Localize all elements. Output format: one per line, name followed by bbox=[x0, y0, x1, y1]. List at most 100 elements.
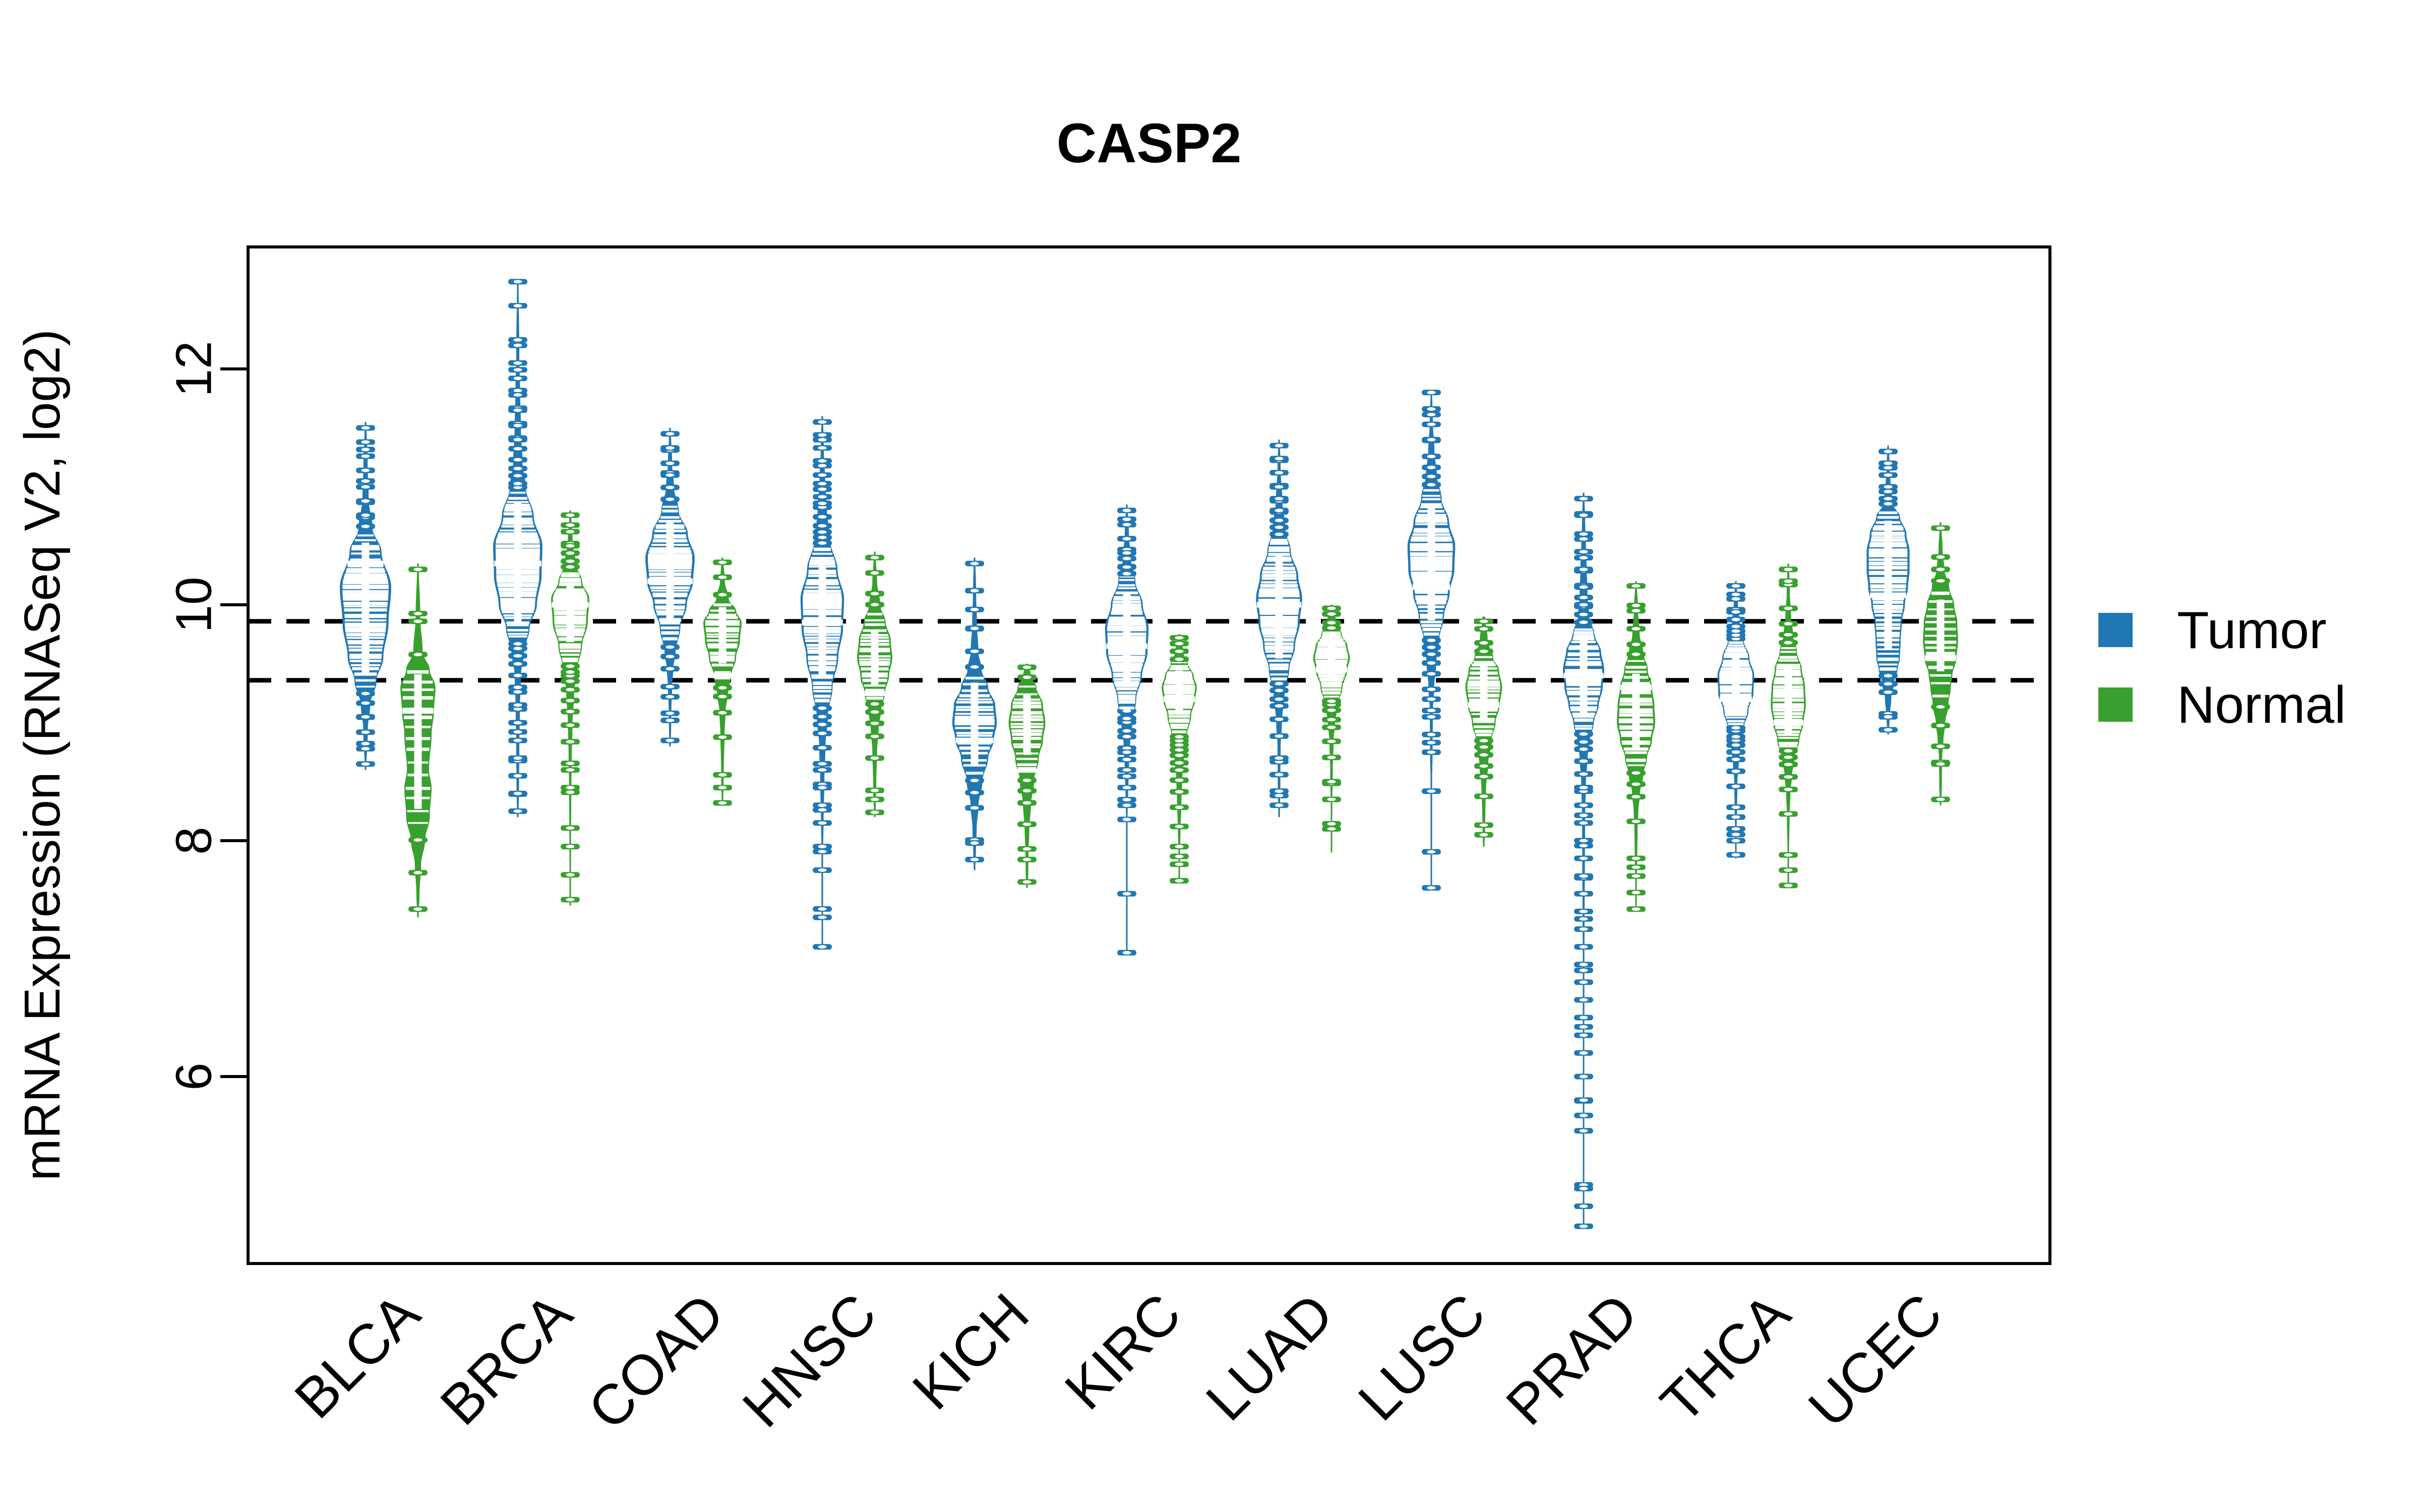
data-point-dash-core bbox=[1731, 633, 1740, 637]
data-point-dash-core bbox=[566, 762, 575, 766]
data-line bbox=[1575, 727, 1592, 730]
data-point-dash-core bbox=[1427, 789, 1436, 793]
data-line bbox=[1422, 494, 1440, 497]
data-line bbox=[1574, 628, 1593, 631]
data-point-dash-core bbox=[1022, 847, 1032, 851]
data-line bbox=[957, 698, 992, 701]
data-point-dash-core bbox=[870, 810, 879, 814]
data-line bbox=[1872, 597, 1904, 601]
data-line bbox=[1773, 694, 1804, 698]
data-line bbox=[554, 611, 587, 614]
data-point-dash-core bbox=[1936, 762, 1945, 766]
data-line bbox=[650, 586, 690, 589]
data-line bbox=[1171, 726, 1188, 729]
data-point-dash-core bbox=[566, 565, 575, 569]
data-point-dash-core bbox=[1631, 603, 1641, 607]
data-line bbox=[1012, 705, 1042, 709]
data-line bbox=[501, 610, 534, 612]
data-line bbox=[650, 547, 690, 549]
data-line bbox=[346, 637, 385, 639]
data-point-dash-core bbox=[1275, 519, 1284, 522]
data-line bbox=[1258, 592, 1300, 596]
data-line bbox=[711, 663, 734, 667]
data-line bbox=[1016, 758, 1038, 760]
data-point-dash-core bbox=[818, 768, 827, 772]
data-point-dash-core bbox=[1479, 775, 1488, 779]
data-line bbox=[706, 636, 739, 638]
data-line bbox=[808, 655, 837, 659]
data-line bbox=[708, 613, 737, 617]
data-point-dash-core bbox=[513, 447, 522, 451]
data-line bbox=[1011, 729, 1043, 732]
violin-mean-line bbox=[1870, 592, 1906, 598]
data-point-dash-core bbox=[666, 738, 675, 742]
data-point-dash-core bbox=[1579, 568, 1588, 572]
data-point-dash-core bbox=[566, 530, 575, 534]
data-line bbox=[1112, 600, 1141, 603]
violin-mean-line bbox=[1468, 702, 1500, 708]
data-point-dash-core bbox=[818, 482, 827, 486]
data-point-dash-core bbox=[666, 446, 675, 450]
data-line bbox=[1322, 691, 1341, 695]
data-line bbox=[1410, 552, 1453, 555]
data-point-dash-core bbox=[1884, 502, 1893, 506]
data-point-dash-core bbox=[1327, 612, 1336, 616]
data-point-dash-core bbox=[1327, 708, 1336, 712]
data-line bbox=[1317, 671, 1346, 675]
data-line bbox=[350, 664, 381, 666]
data-line bbox=[498, 589, 537, 592]
data-line bbox=[496, 577, 539, 581]
data-line bbox=[1167, 671, 1192, 674]
x-axis-label-prad: PRAD bbox=[1494, 1282, 1650, 1437]
data-point-dash-core bbox=[1122, 556, 1131, 560]
data-line bbox=[1164, 695, 1194, 698]
data-line bbox=[1570, 708, 1597, 712]
data-line bbox=[1773, 688, 1803, 690]
data-point-dash-core bbox=[513, 654, 522, 658]
data-point-dash-core bbox=[413, 568, 422, 572]
data-line bbox=[1870, 584, 1906, 588]
data-line bbox=[500, 602, 535, 605]
data-line bbox=[809, 666, 835, 670]
x-axis-label-blca: BLCA bbox=[283, 1281, 432, 1430]
data-line bbox=[1774, 715, 1803, 718]
data-point-dash-core bbox=[566, 723, 575, 727]
data-point-dash-core bbox=[1884, 674, 1893, 678]
data-line bbox=[1868, 568, 1908, 570]
data-line bbox=[654, 601, 686, 604]
data-line bbox=[1423, 633, 1439, 636]
violin-body bbox=[703, 557, 742, 805]
data-point-dash-core bbox=[1327, 827, 1336, 831]
data-point-dash-core bbox=[566, 786, 575, 790]
data-point-dash-core bbox=[1884, 682, 1893, 686]
data-line bbox=[804, 586, 840, 589]
data-line bbox=[1163, 684, 1195, 687]
data-line bbox=[1868, 572, 1908, 575]
data-point-dash-core bbox=[513, 438, 522, 442]
data-point-dash-core bbox=[361, 701, 370, 705]
data-line bbox=[346, 570, 385, 574]
data-point-dash-core bbox=[1275, 525, 1284, 529]
data-point-dash-core bbox=[1275, 688, 1284, 692]
data-line bbox=[1322, 631, 1341, 634]
data-line bbox=[1572, 712, 1595, 716]
data-line bbox=[1413, 581, 1450, 585]
data-point-dash-core bbox=[1427, 687, 1436, 691]
data-line bbox=[1566, 658, 1601, 660]
data-point-dash-core bbox=[1022, 789, 1032, 793]
data-line bbox=[403, 680, 433, 684]
data-line bbox=[349, 660, 382, 662]
data-point-dash-core bbox=[718, 560, 727, 564]
data-point-dash-core bbox=[413, 619, 422, 623]
data-line bbox=[652, 592, 688, 596]
data-line bbox=[1111, 663, 1143, 666]
data-line bbox=[705, 627, 740, 631]
data-line bbox=[1412, 579, 1450, 582]
data-line bbox=[1420, 613, 1443, 616]
data-line bbox=[1868, 551, 1908, 555]
violin-kirc-tumor bbox=[1105, 505, 1149, 956]
data-line bbox=[1778, 659, 1798, 662]
data-line bbox=[1118, 700, 1135, 704]
data-point-dash-core bbox=[1579, 945, 1588, 949]
